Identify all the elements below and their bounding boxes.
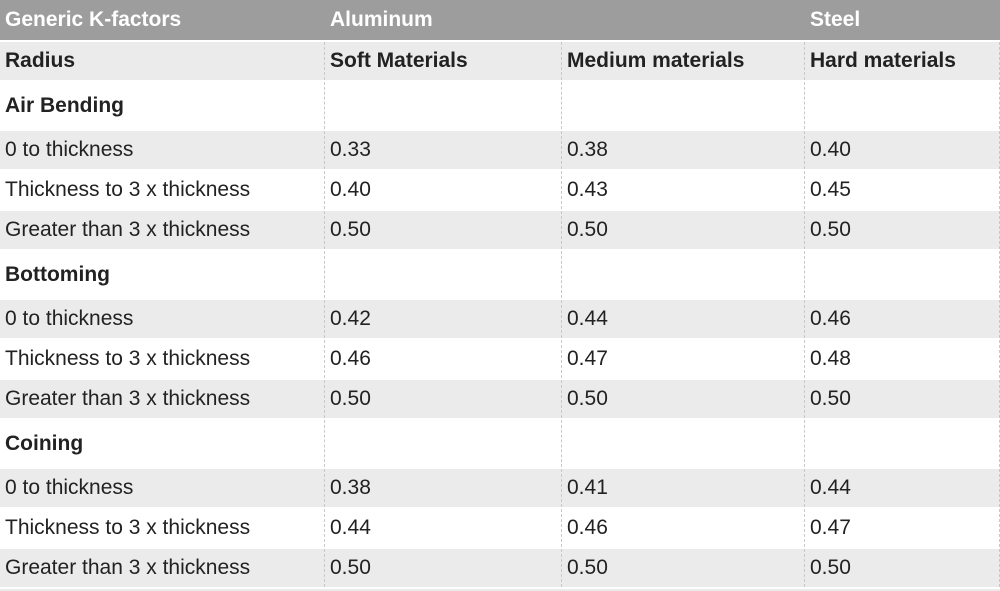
section-title: Bottoming (0, 251, 325, 298)
radius-cell: Greater than 3 x thickness (0, 211, 325, 249)
header-group: Steel (810, 8, 861, 31)
header-row: Generic K-factors Aluminum Steel (0, 0, 1000, 42)
data-row: Thickness to 3 x thickness 0.40 0.43 0.45 (0, 171, 1000, 211)
subheader-row: Radius Soft Materials Medium materials Hard… (0, 42, 1000, 82)
section-row: Bottoming (0, 251, 1000, 300)
empty-cell (805, 251, 1000, 298)
radius-cell: Greater than 3 x thickness (0, 380, 325, 418)
empty-cell (325, 251, 562, 298)
k-factor-cell: 0.38 (325, 469, 562, 507)
column-header: Hard materials (805, 42, 1000, 80)
data-row: 0 to thickness 0.38 0.41 0.44 (0, 469, 1000, 509)
k-factor-cell: 0.44 (325, 509, 562, 547)
column-header: Radius (0, 42, 325, 80)
header-title: Generic K-factors (5, 8, 182, 31)
section-row: Coining (0, 420, 1000, 469)
k-factor-cell: 0.50 (562, 549, 805, 587)
k-factor-cell: 0.40 (325, 171, 562, 209)
radius-cell: Greater than 3 x thickness (0, 549, 325, 587)
k-factor-cell: 0.50 (805, 549, 1000, 587)
k-factor-cell: 0.45 (805, 171, 1000, 209)
column-header: Soft Materials (325, 42, 562, 80)
data-row: Greater than 3 x thickness 0.50 0.50 0.50 (0, 211, 1000, 251)
k-factor-cell: 0.50 (562, 380, 805, 418)
k-factor-cell: 0.47 (805, 509, 1000, 547)
k-factor-cell: 0.42 (325, 300, 562, 338)
k-factor-cell: 0.46 (325, 340, 562, 378)
k-factor-cell: 0.50 (325, 549, 562, 587)
k-factor-cell: 0.46 (562, 509, 805, 547)
data-row: Thickness to 3 x thickness 0.46 0.47 0.48 (0, 340, 1000, 380)
empty-cell (325, 420, 562, 467)
radius-cell: Thickness to 3 x thickness (0, 340, 325, 378)
empty-cell (562, 420, 805, 467)
data-row: 0 to thickness 0.33 0.38 0.40 (0, 131, 1000, 171)
empty-cell (325, 82, 562, 129)
data-row: Greater than 3 x thickness 0.50 0.50 0.50 (0, 549, 1000, 589)
data-row: Thickness to 3 x thickness 0.44 0.46 0.47 (0, 509, 1000, 549)
section-title: Coining (0, 420, 325, 467)
radius-cell: 0 to thickness (0, 131, 325, 169)
k-factor-cell: 0.46 (805, 300, 1000, 338)
data-row: 0 to thickness 0.42 0.44 0.46 (0, 300, 1000, 340)
k-factor-cell: 0.48 (805, 340, 1000, 378)
k-factor-cell: 0.47 (562, 340, 805, 378)
radius-cell: 0 to thickness (0, 300, 325, 338)
radius-cell: Thickness to 3 x thickness (0, 171, 325, 209)
column-header: Medium materials (562, 42, 805, 80)
empty-cell (562, 82, 805, 129)
empty-cell (805, 82, 1000, 129)
empty-cell (805, 420, 1000, 467)
section-title: Air Bending (0, 82, 325, 129)
k-factor-cell: 0.50 (805, 211, 1000, 249)
radius-cell: Thickness to 3 x thickness (0, 509, 325, 547)
header-group: Aluminum (330, 8, 433, 31)
data-row: Greater than 3 x thickness 0.50 0.50 0.50 (0, 380, 1000, 420)
k-factor-cell: 0.40 (805, 131, 1000, 169)
k-factor-cell: 0.43 (562, 171, 805, 209)
empty-cell (562, 251, 805, 298)
k-factor-cell: 0.41 (562, 469, 805, 507)
k-factor-cell: 0.33 (325, 131, 562, 169)
k-factor-cell: 0.44 (562, 300, 805, 338)
k-factor-cell: 0.44 (805, 469, 1000, 507)
k-factor-cell: 0.50 (805, 380, 1000, 418)
k-factor-cell: 0.50 (325, 380, 562, 418)
section-row: Air Bending (0, 82, 1000, 131)
radius-cell: 0 to thickness (0, 469, 325, 507)
k-factor-cell: 0.38 (562, 131, 805, 169)
k-factor-cell: 0.50 (562, 211, 805, 249)
k-factor-cell: 0.50 (325, 211, 562, 249)
